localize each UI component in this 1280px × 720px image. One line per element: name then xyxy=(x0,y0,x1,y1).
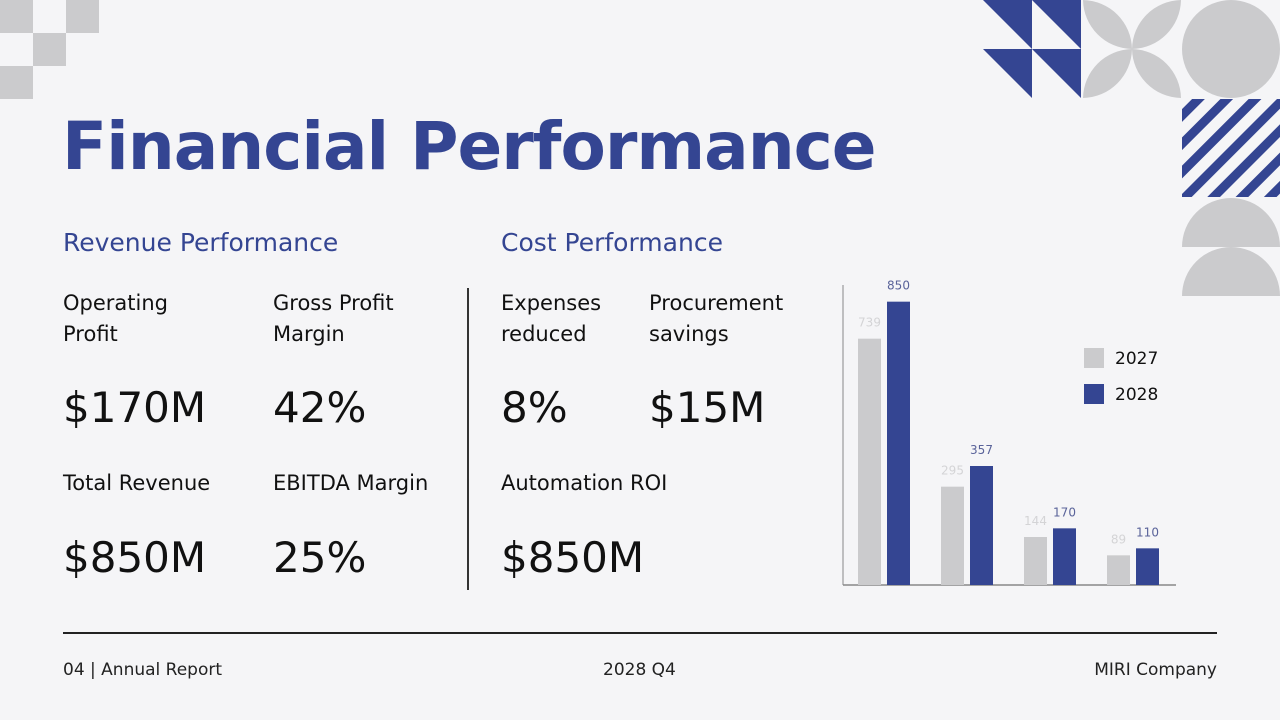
data-label: 850 xyxy=(887,279,910,293)
data-label: 89 xyxy=(1111,532,1126,546)
data-label: 144 xyxy=(1024,514,1047,528)
bar-2028 xyxy=(887,301,910,585)
legend-label: 2028 xyxy=(1115,385,1158,405)
cost-heading: Cost Performance xyxy=(501,228,723,257)
data-label: 357 xyxy=(970,443,993,457)
page-title: Financial Performance xyxy=(62,108,877,185)
data-label: 110 xyxy=(1136,525,1159,539)
metric-value: $850M xyxy=(63,533,207,582)
metric-label: Automation ROI xyxy=(501,471,668,495)
footer-right: MIRI Company xyxy=(1094,660,1217,680)
footer-divider xyxy=(63,632,1217,634)
metric-value: $850M xyxy=(501,533,645,582)
metric-label: Operating Profit xyxy=(63,291,168,346)
footer-center: 2028 Q4 xyxy=(603,660,676,680)
metric-value: 42% xyxy=(273,383,367,432)
bar-2028 xyxy=(970,466,993,585)
metric-label: Procurement savings xyxy=(649,291,784,346)
legend-swatch xyxy=(1084,384,1104,404)
data-label: 295 xyxy=(941,464,964,478)
data-label: 170 xyxy=(1053,505,1076,519)
metric-label: EBITDA Margin xyxy=(273,471,429,495)
footer-left: 04 | Annual Report xyxy=(63,660,223,680)
legend-label: 2027 xyxy=(1115,349,1158,369)
metric-label: Total Revenue xyxy=(63,471,211,495)
metric-value: 8% xyxy=(501,383,568,432)
revenue-heading: Revenue Performance xyxy=(63,228,339,257)
metric-label: Expenses reduced xyxy=(501,291,602,346)
data-label: 739 xyxy=(858,316,881,330)
bar-2028 xyxy=(1053,528,1076,585)
metric-label: Gross Profit Margin xyxy=(273,291,394,346)
bar-2027 xyxy=(1107,555,1130,585)
bar-2028 xyxy=(1136,548,1159,585)
bar-2027 xyxy=(858,338,881,585)
bar-2027 xyxy=(941,486,964,585)
metric-value: 25% xyxy=(273,533,367,582)
decor-pattern xyxy=(983,0,1280,296)
column-divider xyxy=(467,288,469,590)
metric-value: $170M xyxy=(63,383,207,432)
bar-2027 xyxy=(1024,537,1047,585)
metric-value: $15M xyxy=(649,383,766,432)
legend-swatch xyxy=(1084,348,1104,368)
